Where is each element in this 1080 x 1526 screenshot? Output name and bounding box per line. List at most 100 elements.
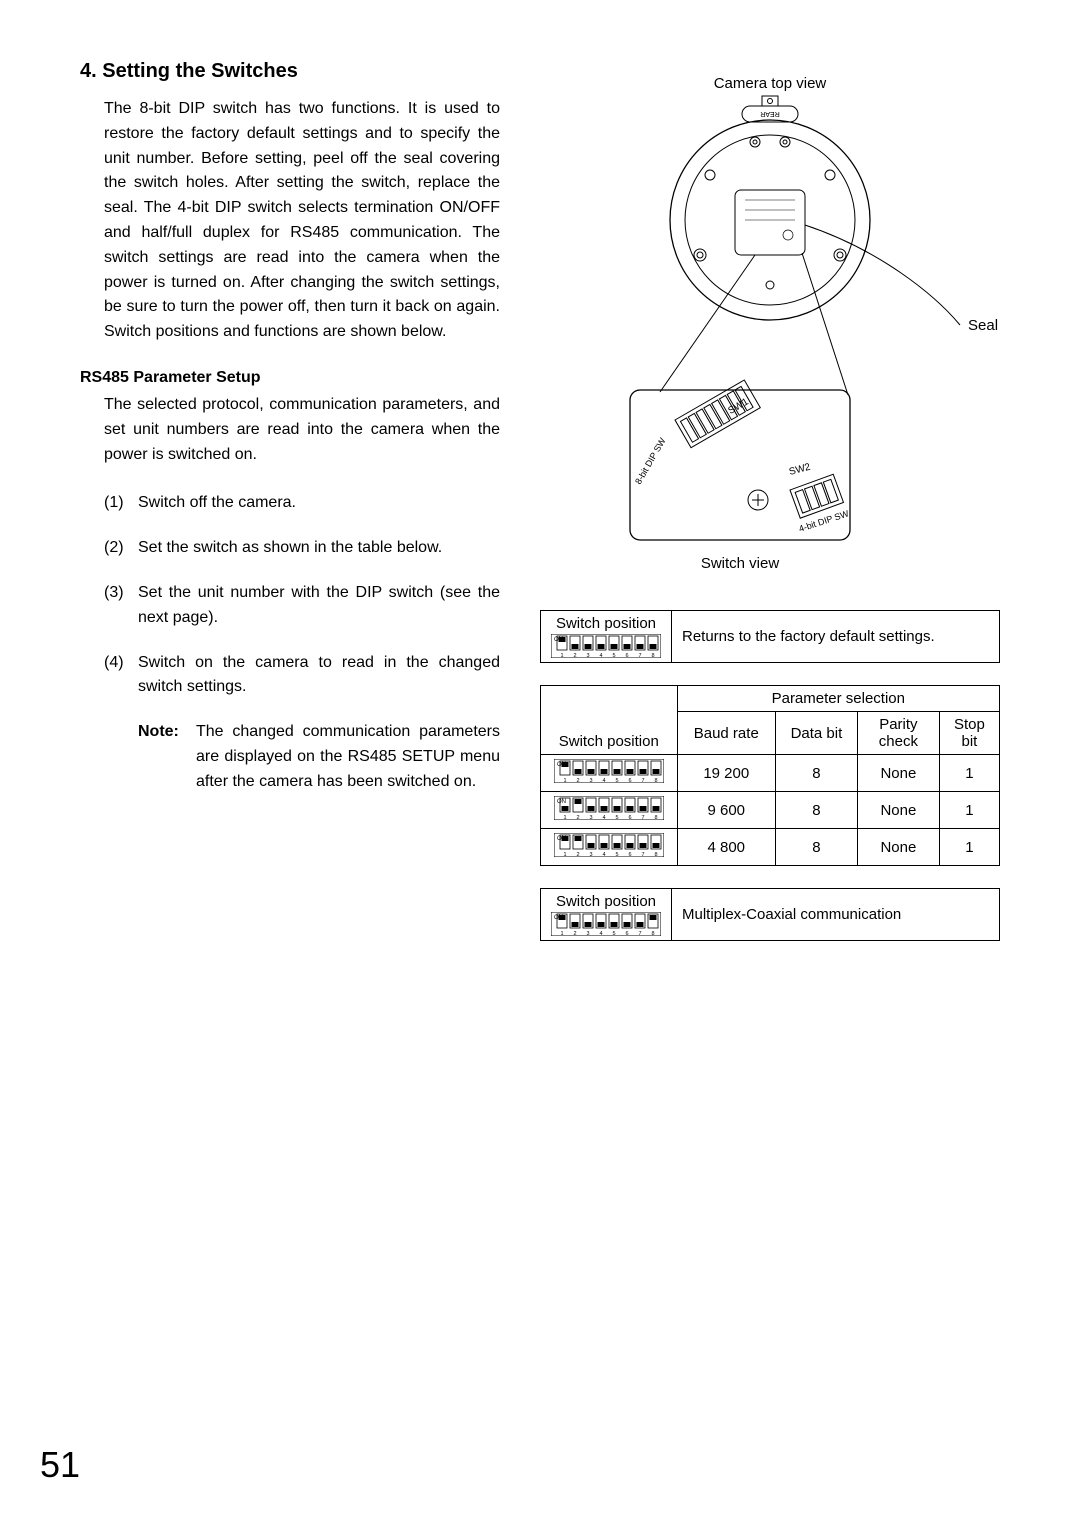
- svg-text:8: 8: [654, 778, 657, 783]
- step-text: Set the switch as shown in the table bel…: [138, 536, 442, 561]
- svg-text:6: 6: [628, 778, 631, 783]
- note-block: Note: The changed communication paramete…: [138, 720, 500, 794]
- svg-text:4: 4: [602, 815, 605, 820]
- cell: None: [857, 755, 939, 792]
- switch-view-label: Switch view: [701, 555, 780, 572]
- left-column: 4. Setting the Switches The 8-bit DIP sw…: [80, 60, 500, 963]
- svg-text:3: 3: [586, 653, 589, 658]
- svg-text:4: 4: [599, 653, 602, 658]
- diagram-top-label: Camera top view: [714, 75, 827, 92]
- cell: None: [857, 829, 939, 866]
- multiplex-table: Switch position ON12345678 Multiplex-Coa…: [540, 888, 1000, 941]
- table-row: ON12345678 4 800 8 None 1: [541, 829, 1000, 866]
- svg-text:7: 7: [641, 778, 644, 783]
- cell: 4 800: [677, 829, 775, 866]
- table-row: ON 1 2 3 4 5 6 7 8 9 600 8 None 1: [541, 792, 1000, 829]
- sub-body: The selected protocol, communication par…: [104, 393, 500, 467]
- svg-text:1: 1: [563, 815, 566, 820]
- cell: 8: [775, 755, 857, 792]
- cell: None: [857, 792, 939, 829]
- svg-text:5: 5: [615, 815, 618, 820]
- col-baud: Baud rate: [677, 712, 775, 755]
- svg-text:2: 2: [573, 931, 576, 936]
- step-4: (4) Switch on the camera to read in the …: [104, 651, 500, 701]
- svg-text:1: 1: [560, 653, 563, 658]
- page-number: 51: [40, 1444, 80, 1486]
- dip-icon: ON12345678: [547, 632, 665, 658]
- parameter-table: Switch position Parameter selection Baud…: [540, 685, 1000, 866]
- switch-position-label: Switch position: [547, 893, 665, 910]
- svg-text:8: 8: [651, 653, 654, 658]
- camera-diagram: Camera top view REAR: [540, 70, 1000, 580]
- factory-default-table: Switch position ON12345678 Returns to th…: [540, 610, 1000, 663]
- cell: 1: [939, 755, 999, 792]
- step-3: (3) Set the unit number with the DIP swi…: [104, 581, 500, 631]
- step-1: (1) Switch off the camera.: [104, 491, 500, 516]
- dip8-label: 8-bit DIP SW: [633, 436, 668, 486]
- section-heading: 4. Setting the Switches: [80, 60, 500, 83]
- intro-paragraph: The 8-bit DIP switch has two functions. …: [104, 97, 500, 345]
- svg-text:4: 4: [602, 778, 605, 783]
- svg-text:3: 3: [586, 931, 589, 936]
- svg-text:3: 3: [589, 852, 592, 857]
- step-num: (4): [104, 651, 138, 701]
- svg-text:1: 1: [563, 852, 566, 857]
- svg-text:1: 1: [563, 778, 566, 783]
- svg-text:8: 8: [651, 931, 654, 936]
- svg-text:2: 2: [576, 852, 579, 857]
- svg-text:2: 2: [576, 815, 579, 820]
- seal-label: Seal: [968, 317, 998, 334]
- right-column: Camera top view REAR: [540, 60, 1000, 963]
- svg-text:1: 1: [560, 931, 563, 936]
- svg-text:4: 4: [599, 931, 602, 936]
- step-num: (1): [104, 491, 138, 516]
- step-text: Set the unit number with the DIP switch …: [138, 581, 500, 631]
- cell: 1: [939, 792, 999, 829]
- dip-icon: ON12345678: [541, 829, 678, 866]
- table3-desc: Multiplex-Coaxial communication: [672, 889, 1000, 941]
- svg-text:4: 4: [602, 852, 605, 857]
- svg-text:7: 7: [641, 852, 644, 857]
- col-databit: Data bit: [775, 712, 857, 755]
- svg-text:7: 7: [641, 815, 644, 820]
- svg-text:2: 2: [573, 653, 576, 658]
- svg-text:8: 8: [654, 852, 657, 857]
- dip-icon: ON12345678: [541, 755, 678, 792]
- dip-icon: ON 1 2 3 4 5 6 7 8: [541, 792, 678, 829]
- cell: 8: [775, 829, 857, 866]
- svg-text:5: 5: [612, 931, 615, 936]
- svg-text:6: 6: [628, 815, 631, 820]
- switch-position-label: Switch position: [547, 615, 665, 632]
- svg-text:6: 6: [625, 931, 628, 936]
- table-row: ON12345678 19 200 8 None 1: [541, 755, 1000, 792]
- svg-text:5: 5: [615, 852, 618, 857]
- svg-text:3: 3: [589, 815, 592, 820]
- svg-text:8: 8: [654, 815, 657, 820]
- svg-text:5: 5: [615, 778, 618, 783]
- svg-text:7: 7: [638, 653, 641, 658]
- step-text: Switch on the camera to read in the chan…: [138, 651, 500, 701]
- step-2: (2) Set the switch as shown in the table…: [104, 536, 500, 561]
- svg-text:6: 6: [628, 852, 631, 857]
- step-text: Switch off the camera.: [138, 491, 296, 516]
- table1-desc: Returns to the factory default settings.: [672, 611, 1000, 663]
- step-num: (2): [104, 536, 138, 561]
- col-stop: Stop bit: [939, 712, 999, 755]
- cell: 9 600: [677, 792, 775, 829]
- svg-text:3: 3: [589, 778, 592, 783]
- note-text: The changed communication parameters are…: [196, 720, 500, 794]
- sub-heading: RS485 Parameter Setup: [80, 369, 500, 387]
- svg-text:7: 7: [638, 931, 641, 936]
- svg-text:2: 2: [576, 778, 579, 783]
- svg-text:ON: ON: [557, 799, 566, 805]
- svg-text:6: 6: [625, 653, 628, 658]
- step-list: (1) Switch off the camera. (2) Set the s…: [104, 491, 500, 700]
- sw2-label: SW2: [788, 462, 812, 478]
- note-label: Note:: [138, 720, 196, 794]
- svg-text:5: 5: [612, 653, 615, 658]
- step-num: (3): [104, 581, 138, 631]
- cell: 8: [775, 792, 857, 829]
- rear-label: REAR: [760, 110, 779, 117]
- cell: 19 200: [677, 755, 775, 792]
- cell: 1: [939, 829, 999, 866]
